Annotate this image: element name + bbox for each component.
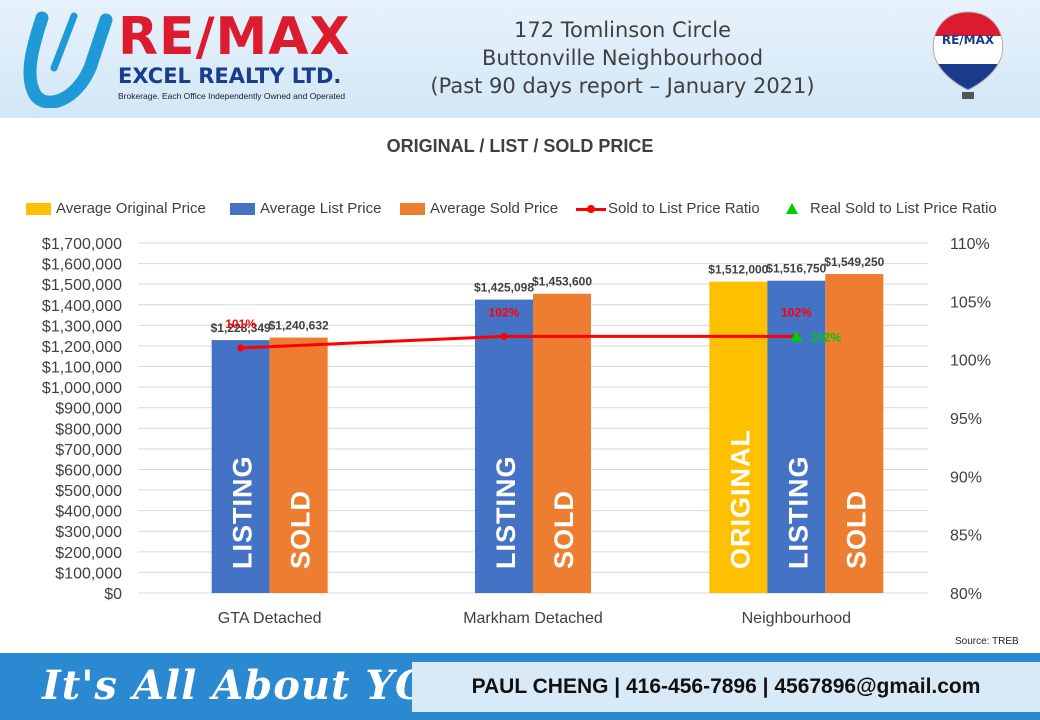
u-logo-icon <box>23 11 113 108</box>
report-title-line-3: (Past 90 days report – January 2021) <box>430 74 815 98</box>
legend-swatch-sold <box>400 203 425 215</box>
report-title-line-2: Buttonville Neighbourhood <box>481 46 764 70</box>
legend-label-original: Average Original Price <box>56 200 206 217</box>
y-right-tick-label: 80% <box>950 586 982 603</box>
y-left-tick-label: $800,000 <box>55 421 122 438</box>
legend-marker-ratio <box>587 205 595 213</box>
y-left-tick-label: $700,000 <box>55 442 122 459</box>
y-left-tick-label: $1,600,000 <box>42 257 122 274</box>
balloon-label: RE/MAX <box>942 33 995 47</box>
footer-banner: It's All About YOU PAUL CHENG | 416-456-… <box>0 653 1040 720</box>
excel-realty-logo-text: EXCEL REALTY LTD. <box>118 64 342 88</box>
y-right-tick-label: 95% <box>950 411 982 428</box>
ratio-marker <box>500 332 508 340</box>
bar-text-list: LISTING <box>783 456 813 570</box>
y-left-tick-label: $1,000,000 <box>42 380 122 397</box>
legend-swatch-original <box>26 203 51 215</box>
bar-text-sold: SOLD <box>549 490 579 569</box>
bar-list <box>475 299 533 593</box>
contact-box: PAUL CHENG | 416-456-7896 | 4567896@gmai… <box>412 662 1040 712</box>
remax-logo-text: RE/MAX <box>118 7 351 67</box>
y-right-tick-label: 105% <box>950 294 991 311</box>
bar-list <box>211 340 270 593</box>
brokerage-tagline: Brokerage. Each Office Independently Own… <box>118 91 346 101</box>
bar-text-sold: SOLD <box>286 490 316 569</box>
legend-swatch-list <box>230 203 255 215</box>
y-left-tick-label: $900,000 <box>55 401 122 418</box>
y-left-tick-label: $100,000 <box>55 565 122 582</box>
bar-text-sold: SOLD <box>841 490 871 569</box>
y-left-tick-label: $400,000 <box>55 504 122 521</box>
contact-info: PAUL CHENG | 416-456-7896 | 4567896@gmai… <box>471 675 981 698</box>
y-left-tick-label: $300,000 <box>55 524 122 541</box>
y-left-tick-label: $600,000 <box>55 462 122 479</box>
legend-label-list: Average List Price <box>260 200 382 217</box>
ratio-label: 101% <box>225 317 256 331</box>
x-category-label: GTA Detached <box>218 610 322 627</box>
legend-label-ratio: Sold to List Price Ratio <box>608 200 760 217</box>
bar-original <box>709 281 768 593</box>
report-title: 172 Tomlinson Circle Buttonville Neighbo… <box>400 16 845 100</box>
y-left-tick-label: $1,500,000 <box>42 277 122 294</box>
remax-balloon-icon: RE/MAX <box>932 11 1004 99</box>
legend-label-sold: Average Sold Price <box>430 200 559 217</box>
y-left-tick-label: $1,300,000 <box>42 318 122 335</box>
chart-title: ORIGINAL / LIST / SOLD PRICE <box>386 136 654 156</box>
bar-sold <box>825 274 884 593</box>
y-right-tick-label: 110% <box>950 236 990 253</box>
data-label-sold: $1,240,632 <box>269 319 329 333</box>
bar-text-list: LISTING <box>228 456 258 570</box>
price-chart: $0 $100,000 $200,000 $300,000 $400,000 $500,0… <box>42 236 991 627</box>
y-left-tick-label: $0 <box>104 586 122 603</box>
legend-label-real-ratio: Real Sold to List Price Ratio <box>810 200 997 217</box>
y-right-tick-label: 90% <box>950 469 982 486</box>
y-right-tick-label: 85% <box>950 528 982 545</box>
x-category-label: Markham Detached <box>463 610 603 627</box>
y-left-tick-label: $500,000 <box>55 483 122 500</box>
data-label-sold: $1,453,600 <box>532 275 592 289</box>
data-label-sold: $1,549,250 <box>824 255 884 269</box>
data-label-list: $1,425,098 <box>474 281 534 295</box>
real-ratio-marker <box>790 330 803 342</box>
data-label-list: $1,228,349 <box>211 321 271 335</box>
bar-sold <box>533 293 591 593</box>
legend-marker-real-ratio <box>786 203 798 214</box>
y-left-tick-label: $1,700,000 <box>42 236 122 253</box>
y-left-tick-label: $1,400,000 <box>42 298 122 315</box>
x-category-label: Neighbourhood <box>742 610 851 627</box>
y-right-tick-label: 100% <box>950 353 991 370</box>
bar-text-list: LISTING <box>491 456 521 570</box>
real-ratio-label: 102% <box>810 330 841 344</box>
ratio-marker <box>237 344 245 352</box>
data-label-original: $1,512,000 <box>708 263 768 277</box>
slogan: It's All About YOU <box>42 662 467 709</box>
bar-text-original: ORIGINAL <box>725 429 755 569</box>
ratio-label: 102% <box>781 305 812 319</box>
y-left-tick-label: $200,000 <box>55 545 122 562</box>
bar-sold <box>269 337 328 593</box>
ratio-label: 102% <box>489 305 520 319</box>
header-banner: RE/MAX EXCEL REALTY LTD. Brokerage. Each… <box>0 0 1040 118</box>
y-left-tick-label: $1,200,000 <box>42 339 122 356</box>
y-left-tick-label: $1,100,000 <box>42 360 122 377</box>
source-note: Source: TREB <box>955 636 1019 647</box>
data-label-list: $1,516,750 <box>766 262 826 276</box>
report-title-line-1: 172 Tomlinson Circle <box>513 18 732 42</box>
